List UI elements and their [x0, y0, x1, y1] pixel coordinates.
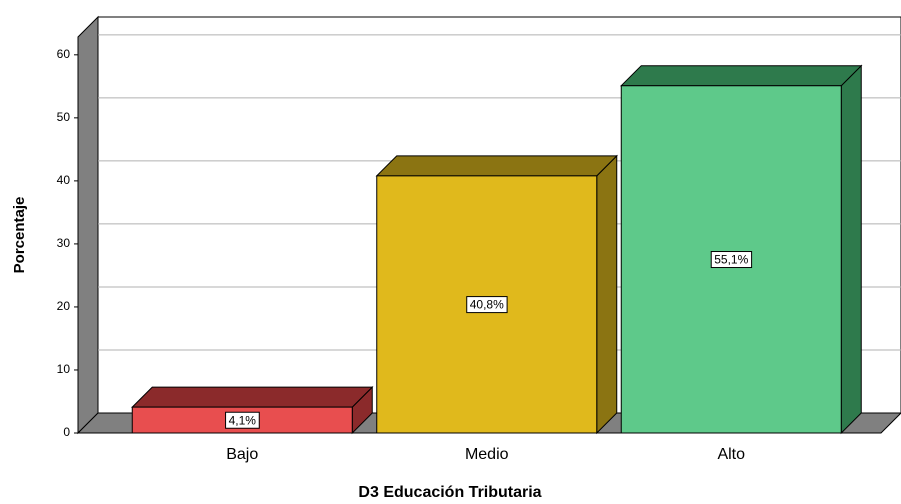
bar-side [596, 154, 618, 435]
x-axis-label: D3 Educación Tributaria [358, 484, 541, 501]
y-tick-label: 50 [57, 110, 71, 124]
x-tick-label: Alto [717, 446, 745, 463]
bar [375, 154, 618, 435]
data-label-box [466, 296, 508, 314]
bar [131, 385, 374, 435]
y-axis-label: Porcentaje [11, 197, 28, 274]
left-wall [77, 15, 99, 435]
data-label: 4,1% [229, 413, 257, 427]
y-tick-label: 30 [57, 236, 71, 250]
data-label: 40,8% [470, 298, 504, 312]
bar-top [131, 386, 374, 408]
y-tick-label: 40 [57, 173, 71, 187]
data-label-box [225, 411, 260, 429]
y-tick-label: 0 [63, 425, 70, 439]
bar-top [620, 65, 863, 87]
x-tick-label: Medio [465, 446, 509, 463]
bar-side [840, 64, 862, 435]
y-tick-label: 10 [57, 362, 71, 376]
x-tick-label: Bajo [226, 446, 258, 463]
y-tick-label: 60 [57, 47, 71, 61]
data-label-box [710, 251, 753, 269]
bar-top [375, 155, 618, 177]
y-tick-label: 20 [57, 299, 71, 313]
bar [620, 64, 863, 435]
data-label: 55,1% [714, 253, 748, 267]
